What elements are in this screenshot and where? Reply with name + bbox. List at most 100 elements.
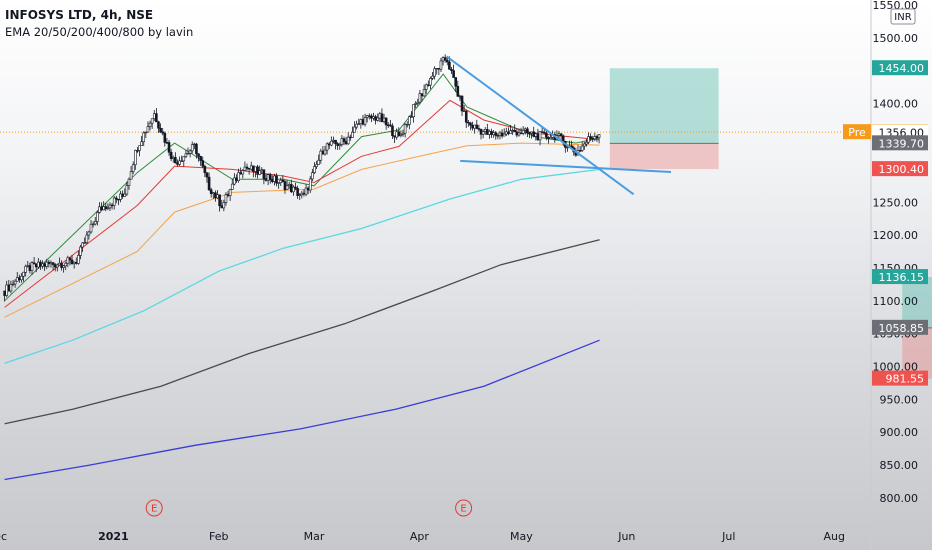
- ema-line-5: [4, 339, 600, 481]
- candle-body: [578, 150, 582, 152]
- candle-body: [420, 93, 424, 97]
- time-axis-tick-label: Jun: [617, 530, 635, 543]
- position-target-zone-1: [902, 277, 932, 328]
- candle-body: [89, 223, 93, 233]
- price-label-text: 1136.15: [879, 271, 925, 284]
- candle-body: [458, 95, 462, 98]
- candle-body: [106, 207, 110, 210]
- price-label-bg: [872, 135, 928, 151]
- candle-body: [266, 174, 270, 181]
- candle-body: [163, 132, 167, 143]
- candle-body: [218, 194, 221, 206]
- candle-body: [582, 143, 586, 147]
- candle-body: [500, 132, 504, 137]
- candle-body: [47, 261, 51, 265]
- candle-body: [334, 139, 337, 144]
- candle-body: [317, 159, 320, 165]
- candle-body: [136, 150, 139, 152]
- candle-body: [146, 126, 150, 133]
- candle-body: [355, 123, 358, 128]
- candle-body: [505, 131, 508, 135]
- candle-body: [530, 131, 533, 134]
- candle-body: [342, 138, 346, 142]
- candle-body: [467, 121, 470, 124]
- candle-body: [68, 257, 72, 261]
- candle-body: [129, 171, 133, 180]
- candle-body: [11, 283, 15, 286]
- candle-body: [327, 143, 331, 146]
- candle-body: [193, 143, 196, 146]
- candle-body: [152, 113, 156, 120]
- candle-body: [121, 193, 124, 197]
- candle-body: [349, 136, 352, 139]
- candle-body: [53, 264, 57, 268]
- candle-body: [43, 263, 46, 267]
- candle-body: [165, 142, 169, 144]
- candle-body: [222, 202, 226, 209]
- candle-body: [70, 259, 74, 265]
- candle-body: [534, 133, 538, 137]
- candle-body: [323, 149, 327, 155]
- candle-body: [389, 124, 392, 127]
- candle-body: [100, 206, 103, 211]
- candle-body: [462, 110, 466, 112]
- candle-body: [298, 194, 302, 196]
- candles-group: [3, 54, 601, 302]
- candle-body: [469, 122, 472, 126]
- price-axis: 1550.001500.001450.001400.001350.001300.…: [873, 0, 919, 505]
- candle-body: [18, 277, 21, 281]
- symbol-title[interactable]: INFOSYS LTD, 4h, NSE: [5, 8, 154, 22]
- candle-body: [321, 150, 325, 155]
- candle-body: [353, 126, 356, 133]
- time-axis: ec 2021 Feb Mar Apr May Jun Jul Aug: [0, 530, 845, 543]
- candle-body: [30, 262, 34, 271]
- candle-body: [3, 290, 6, 296]
- candle-body: [313, 166, 316, 173]
- time-axis-tick-label: Jul: [721, 530, 735, 543]
- price-label-text: 1454.00: [879, 62, 925, 75]
- candle-body: [26, 265, 30, 267]
- candle-body: [593, 136, 597, 140]
- candle-body: [308, 178, 312, 191]
- candle-body: [140, 141, 143, 147]
- time-axis-tick-label: 2021: [98, 530, 129, 543]
- price-label-1058.85: 1058.85: [872, 319, 928, 335]
- candle-body: [338, 144, 342, 146]
- candle-body: [471, 124, 474, 129]
- candle-body: [169, 151, 173, 159]
- candle-body: [346, 136, 350, 145]
- candle-body: [416, 101, 420, 104]
- candle-body: [289, 184, 293, 193]
- candle-body: [454, 77, 458, 87]
- candle-body: [589, 136, 592, 139]
- candle-body: [32, 262, 36, 265]
- candle-body: [150, 118, 154, 124]
- price-label-bg: [872, 161, 928, 177]
- position-target-zone-0: [609, 68, 719, 144]
- candle-body: [102, 206, 105, 211]
- indicator-label[interactable]: EMA 20/50/200/400/800 by lavin: [5, 25, 194, 39]
- candle-body: [445, 59, 449, 63]
- candle-body: [492, 132, 495, 135]
- candle-body: [195, 143, 198, 155]
- candle-body: [374, 116, 377, 121]
- candle-body: [397, 131, 401, 136]
- price-label-prefix-bg: [843, 124, 871, 140]
- candle-body: [209, 189, 213, 194]
- candle-body: [148, 122, 152, 127]
- candle-body: [538, 131, 542, 141]
- ema-line-2: [4, 142, 600, 318]
- candle-body: [477, 128, 481, 130]
- candle-body: [395, 131, 398, 138]
- candle-body: [580, 145, 584, 151]
- candle-body: [110, 204, 114, 207]
- candle-body: [414, 103, 417, 105]
- price-label-bg: [872, 319, 928, 335]
- candle-body: [521, 129, 525, 134]
- earnings-marker-1: [455, 499, 473, 517]
- price-label-bg: [872, 370, 928, 386]
- candle-body: [507, 131, 510, 134]
- candle-body: [228, 189, 232, 196]
